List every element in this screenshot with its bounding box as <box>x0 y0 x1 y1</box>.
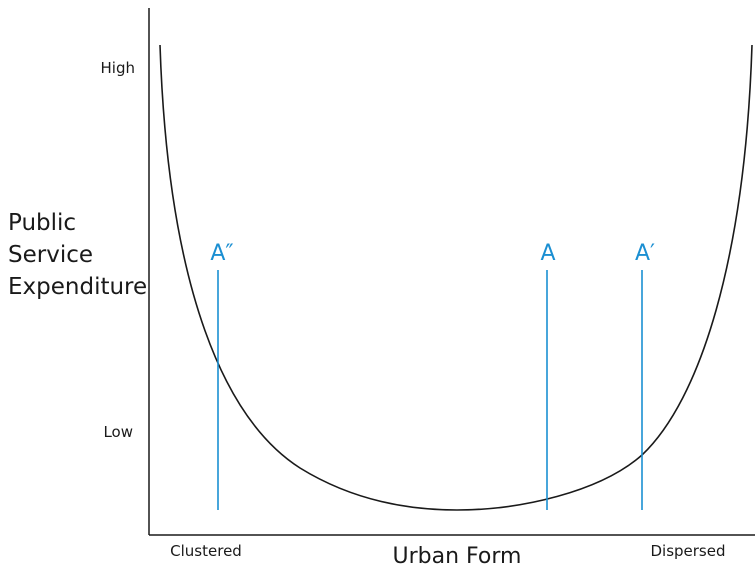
x-left-label: Clustered <box>170 542 242 560</box>
marker-label: A′ <box>635 241 655 266</box>
y-title-line: Public <box>8 210 76 236</box>
cost-curve <box>159 44 753 511</box>
y-title-line: Expenditure <box>8 274 147 300</box>
y-low-label: Low <box>103 423 133 441</box>
y-axis-title: Public Service Expenditure <box>8 210 147 300</box>
marker-label: A <box>540 241 555 266</box>
y-title-line: Service <box>8 242 93 268</box>
x-axis-title: Urban Form <box>393 544 522 569</box>
marker-label: A″ <box>210 241 233 266</box>
x-right-label: Dispersed <box>650 542 725 560</box>
y-high-label: High <box>101 59 135 77</box>
